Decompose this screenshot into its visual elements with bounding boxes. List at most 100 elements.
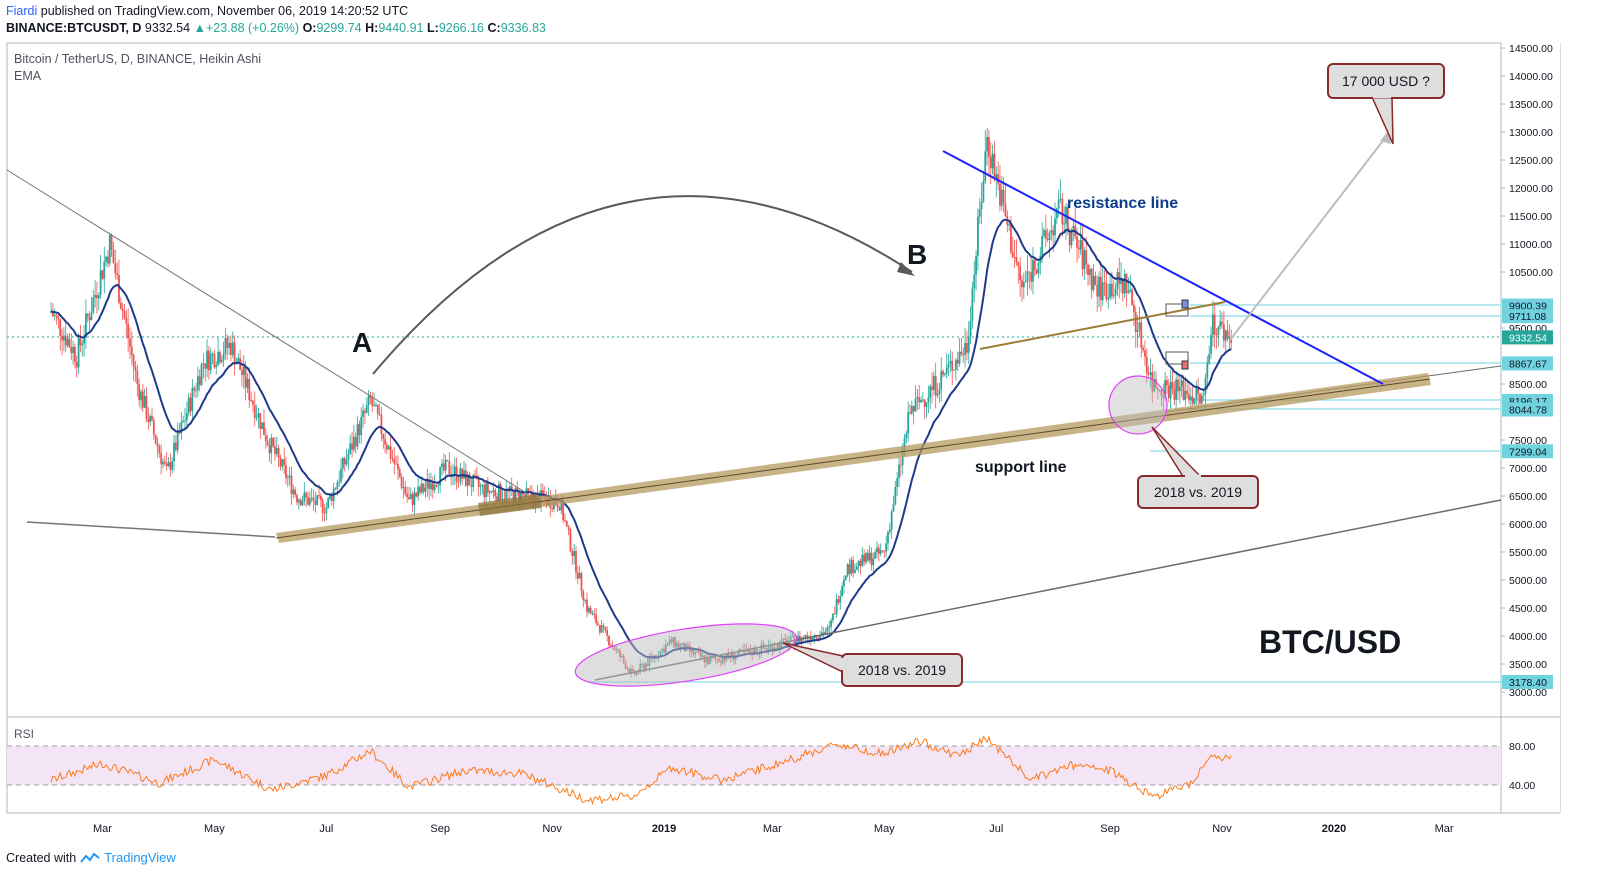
- candle-body: [870, 552, 873, 566]
- candle-body: [156, 443, 159, 447]
- candle-body: [1059, 198, 1062, 200]
- candle-body: [1052, 230, 1055, 236]
- candle-body: [64, 335, 67, 346]
- candle-body: [1120, 279, 1122, 284]
- author-link[interactable]: Fiardi: [6, 4, 38, 18]
- candle-body: [521, 492, 524, 495]
- candle-body: [1175, 379, 1178, 400]
- candle-body: [189, 397, 192, 412]
- candle-body: [571, 551, 574, 557]
- y-tick-label: 12500.00: [1509, 155, 1553, 167]
- price-tag-label: 7299.04: [1509, 446, 1547, 458]
- candle-body: [145, 395, 148, 420]
- candle-body: [1151, 372, 1154, 392]
- price-axis[interactable]: 14500.00 14000.00 13500.00 13000.00 12500.00…: [1501, 43, 1553, 699]
- candle-body: [1061, 198, 1064, 225]
- candle-body: [921, 399, 924, 401]
- price-tag-label: 8867.67: [1509, 358, 1547, 370]
- y-tick-label: 11500.00: [1509, 211, 1552, 223]
- open-value: 9299.74: [316, 21, 362, 35]
- candle-body: [490, 491, 493, 493]
- candle-body: [850, 559, 853, 574]
- footer-created: Created with: [6, 850, 77, 865]
- candle-body: [127, 323, 130, 339]
- rsi-axis: 80.00 40.00: [1509, 741, 1535, 792]
- candle-body: [865, 552, 867, 563]
- candle-body: [325, 507, 328, 514]
- candle-body: [125, 317, 128, 324]
- candle-body: [338, 481, 341, 483]
- candle-body: [1178, 386, 1181, 392]
- candle-body: [1122, 279, 1124, 294]
- candle-body: [411, 494, 414, 505]
- rsi-label: RSI: [14, 727, 34, 741]
- candle-body: [854, 569, 856, 573]
- candle-body: [1134, 312, 1137, 333]
- candle-body: [226, 338, 229, 348]
- candle-body: [110, 235, 113, 250]
- candle-body: [428, 479, 431, 490]
- y-tick-label: 5500.00: [1509, 547, 1547, 559]
- candle-body: [943, 373, 946, 375]
- candle-body: [264, 434, 267, 442]
- candle-body: [464, 470, 467, 486]
- candle-body: [967, 336, 970, 353]
- candle-body: [861, 554, 864, 566]
- candle-body: [457, 481, 460, 483]
- candle-body: [986, 137, 988, 152]
- candle-body: [481, 485, 484, 487]
- y-tick-label: 7000.00: [1509, 463, 1547, 475]
- candle-body: [1092, 275, 1095, 290]
- footer-brand[interactable]: TradingView: [104, 850, 176, 865]
- callout-target-text: 17 000 USD ?: [1342, 73, 1430, 89]
- candle-body: [1028, 271, 1031, 273]
- candle-body: [855, 566, 858, 570]
- candle-body: [1202, 394, 1205, 396]
- candle-body: [960, 351, 963, 355]
- candle-body: [244, 366, 247, 388]
- candle-body: [431, 483, 434, 491]
- candle-body: [158, 446, 161, 454]
- candle-body: [1125, 273, 1128, 293]
- candle-body: [1032, 259, 1034, 282]
- candle-body: [1138, 322, 1141, 331]
- candle-body: [940, 371, 943, 390]
- candle-body: [68, 338, 71, 348]
- candle-body: [358, 424, 361, 436]
- footer: Created with TradingView: [6, 850, 176, 865]
- candle-body: [1063, 223, 1066, 225]
- candle-body: [198, 376, 201, 385]
- candle-body: [822, 632, 825, 634]
- candle-body: [1098, 276, 1100, 297]
- time-axis[interactable]: Mar May Jul Sep Nov 2019 Mar May Jul Sep Nov 2020 Ma…: [93, 823, 1454, 835]
- candle-body: [1019, 266, 1022, 281]
- candle-body: [1206, 362, 1209, 378]
- candle-body: [446, 460, 449, 462]
- candle-body: [567, 526, 570, 530]
- candle-body: [971, 288, 974, 321]
- candle-body: [835, 599, 838, 615]
- candle-body: [1155, 379, 1157, 389]
- candle-body: [494, 490, 497, 497]
- candle-body: [230, 342, 232, 355]
- candle-body: [1219, 321, 1222, 328]
- x-tick-label: Nov: [1212, 823, 1232, 835]
- candle-body: [1171, 382, 1174, 390]
- candle-body: [809, 637, 812, 641]
- candle-body: [389, 446, 392, 459]
- candle-body: [1015, 257, 1018, 263]
- candle-body: [277, 448, 280, 458]
- candle-body: [152, 420, 155, 435]
- candle-body: [88, 317, 91, 321]
- candle-body: [330, 495, 333, 501]
- downtrend-line: [6, 169, 529, 495]
- candle-body: [1186, 390, 1189, 395]
- candle-body: [349, 443, 352, 454]
- candle-body: [422, 483, 425, 492]
- candle-body: [369, 395, 372, 398]
- support-label: support line: [975, 459, 1067, 476]
- x-tick-label: Nov: [542, 823, 562, 835]
- candle-body: [1164, 380, 1167, 398]
- candle-body: [119, 302, 122, 309]
